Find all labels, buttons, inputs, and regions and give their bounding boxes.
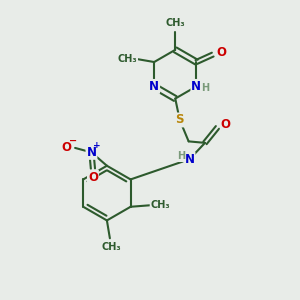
Text: H: H xyxy=(177,151,185,161)
Text: O: O xyxy=(62,141,72,154)
Text: −: − xyxy=(69,136,77,146)
Text: O: O xyxy=(216,46,226,59)
Text: CH₃: CH₃ xyxy=(101,242,121,252)
Text: N: N xyxy=(86,146,96,159)
Text: N: N xyxy=(191,80,201,93)
Text: CH₃: CH₃ xyxy=(151,200,170,210)
Text: CH₃: CH₃ xyxy=(118,54,137,64)
Text: H: H xyxy=(201,83,209,93)
Text: CH₃: CH₃ xyxy=(166,18,185,28)
Text: N: N xyxy=(149,80,159,93)
Text: O: O xyxy=(221,118,231,131)
Text: N: N xyxy=(184,153,194,166)
Text: +: + xyxy=(93,141,100,150)
Text: O: O xyxy=(88,170,98,184)
Text: S: S xyxy=(176,113,184,127)
